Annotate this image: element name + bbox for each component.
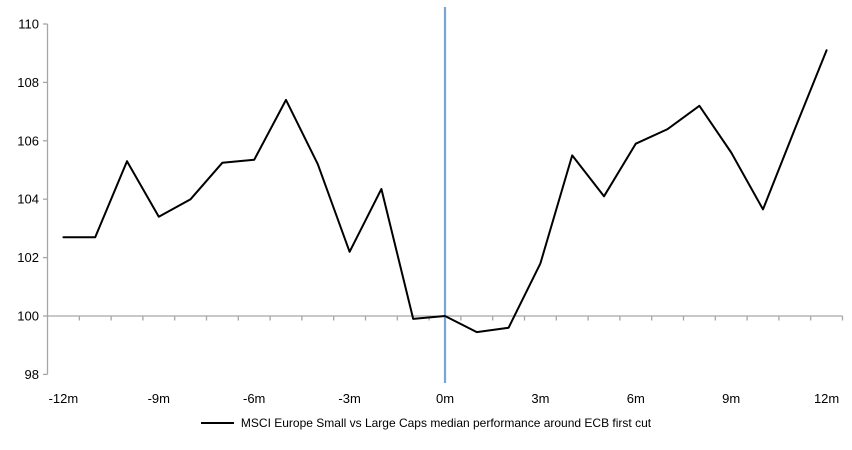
y-axis-tick-label: 100 — [17, 309, 39, 324]
x-axis-tick-label: 3m — [531, 391, 549, 406]
y-axis-tick-label: 98 — [25, 367, 39, 382]
x-axis-tick-label: -12m — [49, 391, 79, 406]
legend: MSCI Europe Small vs Large Caps median p… — [0, 413, 852, 433]
x-axis-tick-label: 0m — [436, 391, 454, 406]
x-axis-tick-label: -3m — [338, 391, 360, 406]
legend-line-swatch — [200, 422, 234, 424]
x-axis-tick-label: -6m — [243, 391, 265, 406]
y-axis-tick-label: 102 — [17, 250, 39, 265]
x-axis-tick-label: 6m — [627, 391, 645, 406]
x-axis-tick-label: -9m — [148, 391, 170, 406]
y-axis-tick-label: 104 — [17, 192, 39, 207]
data-line — [62, 49, 828, 334]
y-axis-tick-label: 110 — [18, 17, 39, 32]
x-axis-tick-label: 12m — [814, 391, 839, 406]
x-axis-tick-label: 9m — [722, 391, 740, 406]
y-axis-tick-label: 106 — [17, 133, 39, 148]
legend-label: MSCI Europe Small vs Large Caps median p… — [240, 416, 652, 430]
y-axis-tick-label: 108 — [17, 75, 39, 90]
